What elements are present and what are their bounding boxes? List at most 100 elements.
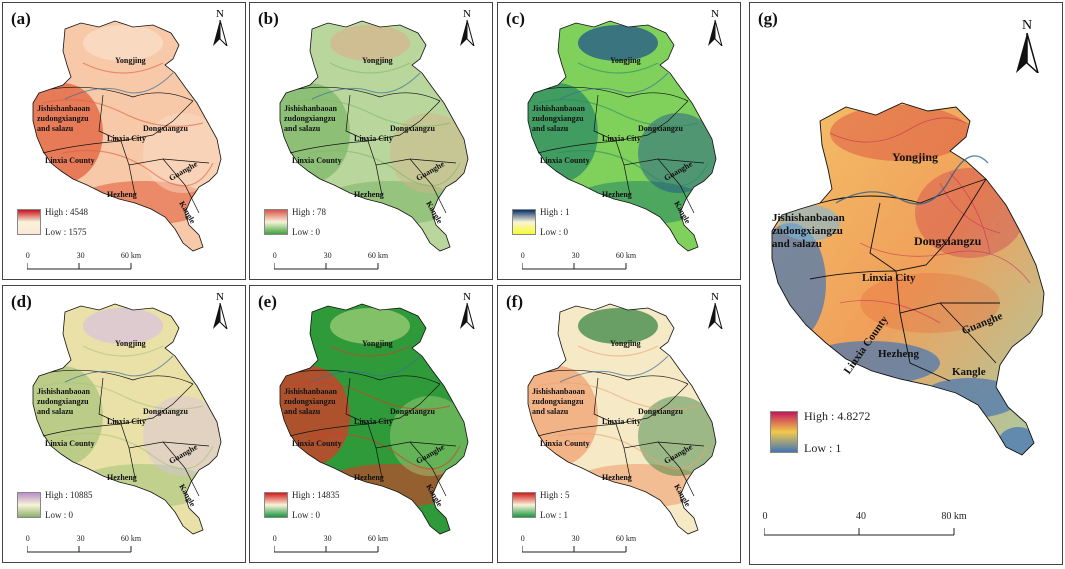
legend-d: High : 10885 Low : 0 — [17, 490, 127, 522]
map-panel-b: Yongjing Jishishanbaoan zudongxiangzu and s… — [249, 2, 493, 280]
panel-label-e: (e) — [258, 292, 277, 311]
north-arrow-icon: N — [1012, 19, 1042, 78]
main-scale-bar: 0 40 80 km — [762, 511, 967, 536]
legend-e: High : 14835 Low : 0 — [264, 490, 374, 522]
place-linxiacounty-label: Linxia County — [540, 156, 590, 165]
place-linxiacity-label: Linxia City — [354, 417, 393, 426]
place-linxiacity-label: Linxia City — [602, 417, 641, 426]
panel-label-b: (b) — [258, 9, 279, 28]
place-jishishan-label-1: Jishishanbaoan — [532, 387, 585, 396]
legend-high: High : 14835 — [292, 490, 340, 500]
place-hezheng-label: Hezheng — [354, 190, 384, 199]
place-linxiacity-label: Linxia City — [354, 134, 393, 143]
place-jishishan-label-1: Jishishanbaoan — [772, 212, 845, 224]
place-jishishan-label-1: Jishishanbaoan — [532, 104, 585, 113]
place-linxiacity-label: Linxia City — [107, 417, 146, 426]
scale-bar: 0 30 60 km — [520, 251, 637, 270]
main-legend-low: Low : 1 — [804, 441, 842, 455]
legend-high: High : 78 — [292, 207, 327, 217]
legend-b: High : 78 Low : 0 — [264, 207, 374, 239]
place-dongxiangzu-label: Dongxiangzu — [914, 234, 982, 248]
place-linxiacounty-label: Linxia County — [45, 439, 95, 448]
main-panel-label: (g) — [758, 9, 778, 28]
legend-ramp — [512, 492, 536, 518]
panel-label-c: (c) — [506, 9, 525, 28]
place-dongxiangzu-label: Dongxiangzu — [390, 407, 435, 416]
place-jishishan-label-2: zudongxiangzu — [37, 397, 89, 406]
place-jishishan-label-3: and salazu — [532, 407, 569, 416]
place-hezheng-label: Hezheng — [878, 348, 919, 360]
legend-low: Low : 1575 — [45, 227, 87, 237]
main-legend-ramp — [770, 411, 798, 453]
place-jishishan-label-3: and salazu — [284, 407, 321, 416]
place-hezheng-label: Hezheng — [354, 473, 384, 482]
legend-a: High : 4548 Low : 1575 — [17, 207, 127, 239]
place-jishishan-label-1: Jishishanbaoan — [37, 387, 90, 396]
place-jishishan-label-1: Jishishanbaoan — [284, 387, 337, 396]
place-jishishan-label-3: and salazu — [532, 124, 569, 133]
main-legend: High : 4.8272 Low : 1 — [770, 409, 930, 459]
scale-bar: 0 30 60 km — [272, 251, 389, 270]
place-hezheng-label: Hezheng — [107, 190, 137, 199]
place-yongjing-label: Yongjing — [610, 339, 641, 348]
legend-ramp — [512, 209, 536, 235]
place-yongjing-label: Yongjing — [115, 339, 146, 348]
place-dongxiangzu-label: Dongxiangzu — [638, 124, 683, 133]
legend-low: Low : 0 — [45, 510, 73, 520]
map-panel-e: Yongjing Jishishanbaoan zudongxiangzu and s… — [249, 285, 493, 563]
legend-high: High : 1 — [540, 207, 570, 217]
legend-ramp — [17, 492, 41, 518]
composite-index-map: Yongjing Jishishanbaoan zudongxiangzu an… — [771, 102, 1045, 456]
place-jishishan-label-2: zudongxiangzu — [532, 114, 584, 123]
north-arrow-icon: N — [702, 292, 728, 334]
panel-label-a: (a) — [11, 9, 31, 28]
place-hezheng-label: Hezheng — [602, 473, 632, 482]
place-jishishan-label-1: Jishishanbaoan — [284, 104, 337, 113]
place-hezheng-label: Hezheng — [107, 473, 137, 482]
scale-bar: 0 30 60 km — [520, 534, 637, 553]
scale-bar: 0 30 60 km — [25, 534, 142, 553]
map-panel-c: Yongjing Jishishanbaoan zudongxiangzu and s… — [497, 2, 741, 280]
place-jishishan-label-2: zudongxiangzu — [37, 114, 89, 123]
legend-c: High : 1 Low : 0 — [512, 207, 622, 239]
place-hezheng-label: Hezheng — [602, 190, 632, 199]
place-jishishan-label-2: zudongxiangzu — [772, 225, 843, 237]
place-jishishan-label-3: and salazu — [284, 124, 321, 133]
place-yongjing-label: Yongjing — [892, 150, 938, 164]
place-dongxiangzu-label: Dongxiangzu — [638, 407, 683, 416]
scale-bar: 0 30 60 km — [25, 251, 142, 270]
north-arrow-icon: N — [454, 292, 480, 334]
place-linxiacounty-label: Linxia County — [45, 156, 95, 165]
place-linxiacounty-label: Linxia County — [292, 156, 342, 165]
legend-low: Low : 0 — [292, 510, 320, 520]
legend-high: High : 10885 — [45, 490, 93, 500]
panel-label-f: (f) — [506, 292, 523, 311]
map-panel-a: Yongjing Jishishanbaoan zudongxiangzu and s… — [2, 2, 246, 280]
place-jishishan-label-2: zudongxiangzu — [284, 114, 336, 123]
legend-low: Low : 0 — [292, 227, 320, 237]
legend-low: Low : 0 — [540, 227, 568, 237]
legend-f: High : 5 Low : 1 — [512, 490, 622, 522]
place-dongxiangzu-label: Dongxiangzu — [143, 124, 188, 133]
place-jishishan-label-3: and salazu — [37, 124, 74, 133]
north-arrow-icon: N — [454, 9, 480, 51]
main-legend-high: High : 4.8272 — [804, 409, 871, 423]
north-arrow-icon: N — [207, 292, 233, 334]
map-panel-d: Yongjing Jishishanbaoan zudongxiangzu and s… — [2, 285, 246, 563]
place-yongjing-label: Yongjing — [362, 56, 393, 65]
district-boundaries — [771, 102, 1045, 456]
legend-low: Low : 1 — [540, 510, 568, 520]
place-linxiacity-label: Linxia City — [107, 134, 146, 143]
place-dongxiangzu-label: Dongxiangzu — [390, 124, 435, 133]
map-panel-f: Yongjing Jishishanbaoan zudongxiangzu and s… — [497, 285, 741, 563]
place-jishishan-label-3: and salazu — [37, 407, 74, 416]
place-linxiacity-label: Linxia City — [862, 272, 916, 284]
place-linxiacounty-label: Linxia County — [292, 439, 342, 448]
north-arrow-icon: N — [702, 9, 728, 51]
legend-ramp — [264, 492, 288, 518]
place-jishishan-label-1: Jishishanbaoan — [37, 104, 90, 113]
